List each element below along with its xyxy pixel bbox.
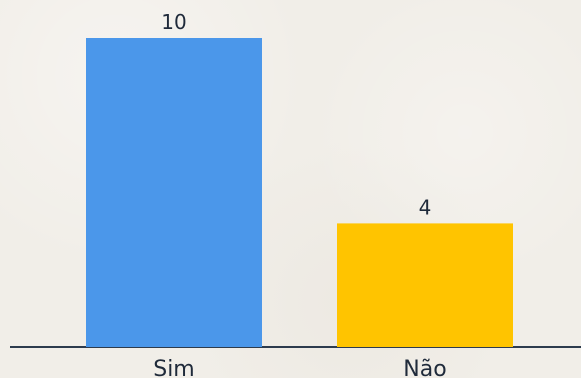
x-tick-label-sim: Sim xyxy=(153,357,195,378)
data-label-n-o: 4 xyxy=(419,195,432,219)
bar-n-o xyxy=(337,223,513,347)
x-tick-label-n-o: Não xyxy=(403,357,446,378)
bar-sim xyxy=(86,38,262,347)
data-label-sim: 10 xyxy=(161,10,186,34)
